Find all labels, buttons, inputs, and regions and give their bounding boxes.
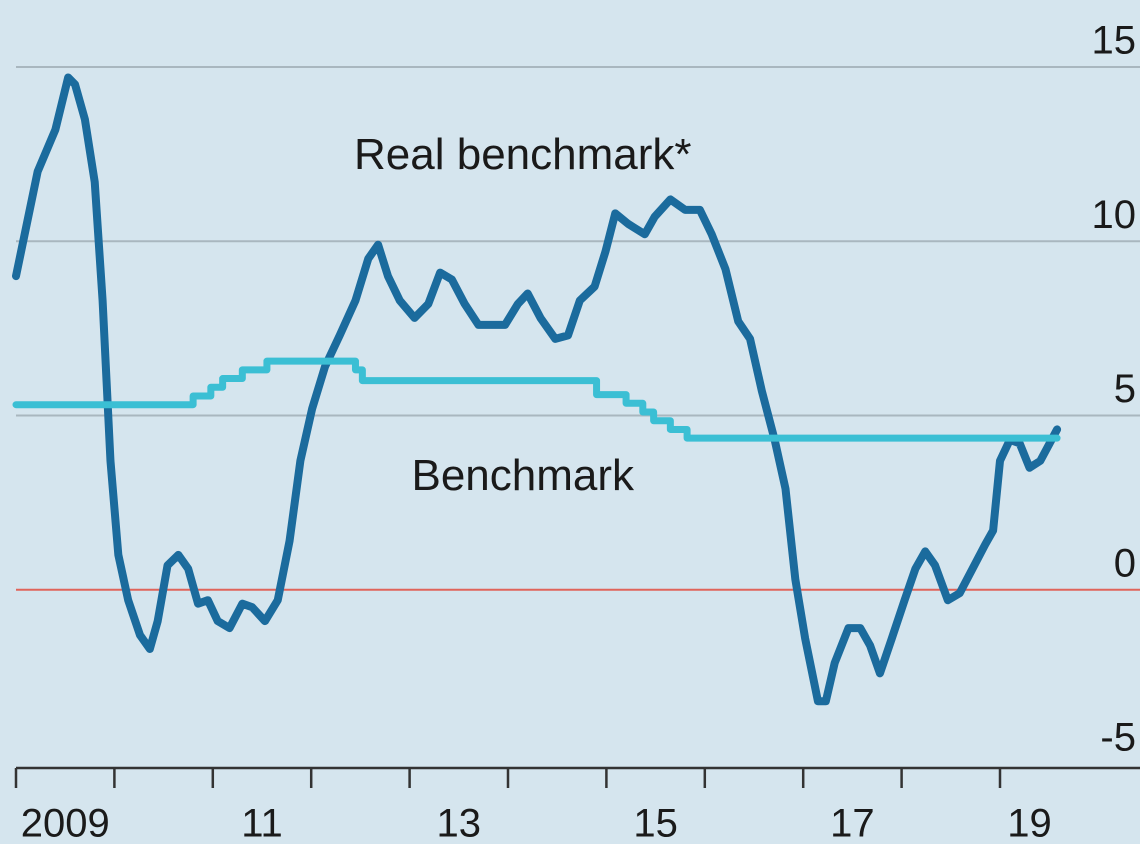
x-tick-label: 19	[1007, 802, 1052, 844]
y-tick-label: -5	[1100, 716, 1136, 760]
x-tick-label: 13	[437, 802, 482, 844]
series-line	[12, 357, 1061, 442]
x-tick-label: 11	[241, 802, 283, 844]
series-label: Benchmark	[411, 451, 635, 500]
x-tick-label: 17	[830, 802, 875, 844]
series-label: Real benchmark*	[354, 130, 692, 179]
y-tick-label: 0	[1114, 541, 1136, 585]
y-tick-label: 5	[1114, 367, 1136, 411]
x-tick-label: 2009	[21, 802, 110, 844]
x-tick-label: 15	[633, 802, 678, 844]
series-line	[12, 73, 1062, 706]
y-tick-label: 10	[1092, 193, 1137, 237]
y-tick-label: 15	[1092, 19, 1137, 63]
